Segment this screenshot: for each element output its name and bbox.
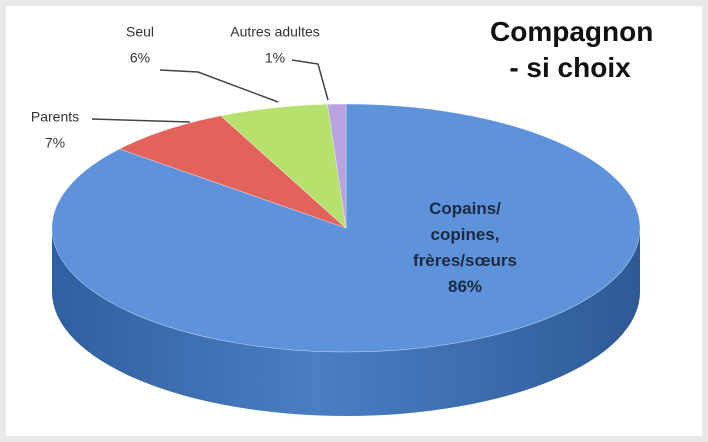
slice bbox=[118, 115, 347, 229]
pie bbox=[51, 103, 641, 416]
chart-title: Compagnon - si choix bbox=[490, 16, 654, 83]
category-label: Seul bbox=[126, 24, 154, 40]
labels: Parents 7% Seul 6% Autres adultes 1% bbox=[31, 24, 320, 151]
category-label: Parents bbox=[31, 109, 79, 125]
slice-side bbox=[52, 228, 640, 416]
category-label: Copains/ copines, frères/sœurs bbox=[413, 199, 517, 270]
slice-label: Copains/ copines, frères/sœurs 86% bbox=[395, 196, 535, 300]
leader-line bbox=[291, 59, 329, 101]
leader-line bbox=[159, 69, 279, 103]
category-label: Autres adultes bbox=[230, 24, 320, 40]
value-label: 7% bbox=[45, 135, 65, 151]
value-label: 6% bbox=[130, 50, 150, 66]
leader-line bbox=[91, 118, 191, 123]
value-label: 1% bbox=[265, 50, 285, 66]
slice bbox=[327, 103, 347, 229]
value-label: 86% bbox=[447, 277, 483, 296]
